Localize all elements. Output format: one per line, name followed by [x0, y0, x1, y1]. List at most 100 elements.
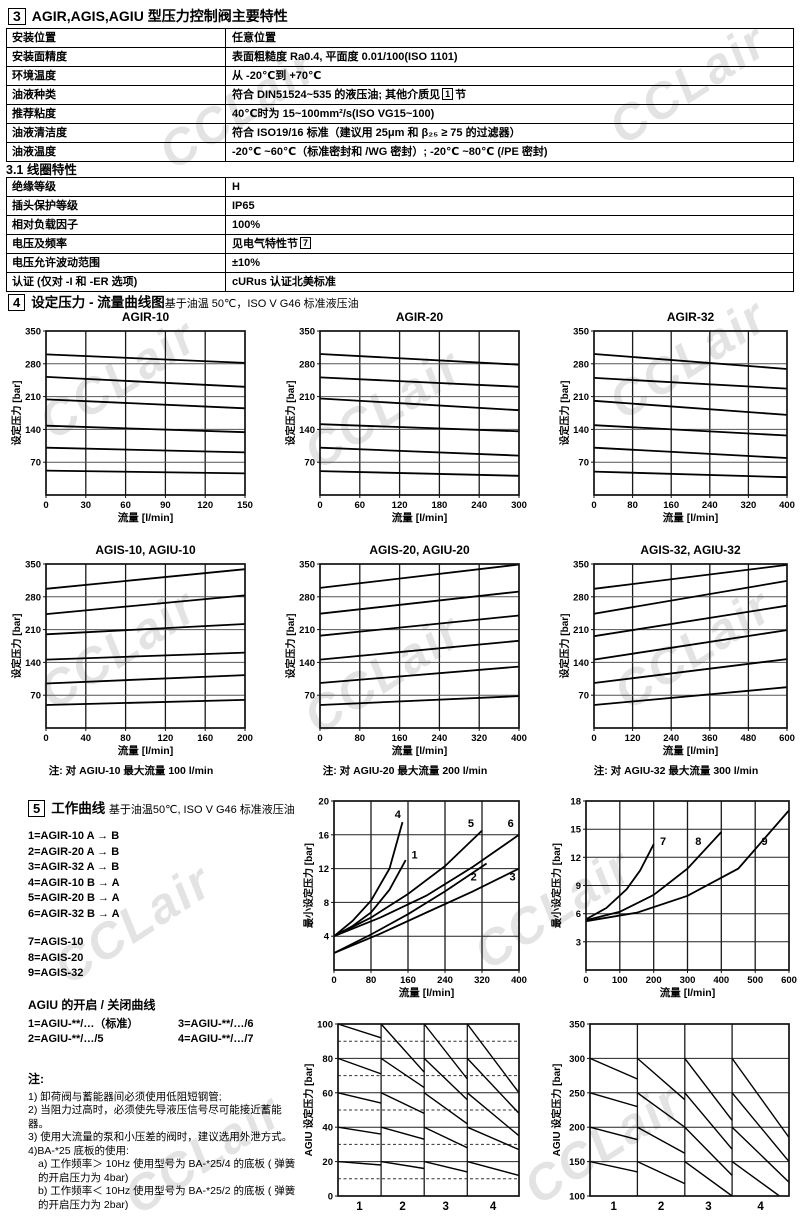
svg-text:90: 90 — [160, 500, 171, 511]
legend-item: 9=AGIS-32 — [28, 967, 84, 979]
chart-canvas: 0 80 160 240 320 400 70 140 210 280 350 流量 [l/min] 设… — [284, 560, 527, 758]
chart-note: 注: 对 AGIU-20 最大流量 200 l/min — [322, 765, 488, 777]
svg-text:210: 210 — [299, 625, 315, 636]
note-line: a) 工作频率＞ 10Hz 使用型号为 BA-*25/4 的底板 ( 弹簧的开启… — [38, 1158, 296, 1184]
section4-heading: 4 设定压力 - 流量曲线图基于油温 50℃，ISO V G46 标准液压油 — [8, 291, 359, 311]
chart-canvas: 0 30 60 90 120 150 70 140 210 280 350 流量 [l/min] 设定压… — [10, 327, 253, 525]
svg-text:70: 70 — [30, 691, 41, 702]
section4-number: 4 — [8, 294, 26, 311]
coil-characteristics-table: 绝缘等级 H 插头保护等级 IP65 相对负载因子 100% 电压及频率 见电气… — [6, 177, 794, 292]
svg-text:9: 9 — [762, 836, 768, 848]
table-row: 电压允许波动范围 ±10% — [7, 253, 793, 272]
legend-item: 8=AGIS-20 — [28, 951, 84, 964]
svg-text:12: 12 — [570, 853, 581, 864]
svg-text:80: 80 — [120, 733, 131, 744]
svg-text:20: 20 — [322, 1157, 333, 1168]
value-text: 40℃时为 15~100mm²/s(ISO VG15~100) — [232, 108, 435, 120]
legend-item: 2=AGIR-20 A → B — [28, 845, 120, 858]
chart-canvas: 0 60 120 180 240 300 70 140 210 280 350 流量 [l/min] 设… — [284, 327, 527, 525]
note-line: 3) 使用大流量的泵和小压差的阀时，建议选用外泄方式。 — [28, 1131, 293, 1143]
agiu-legend-col2: 3=AGIU-**/…/6 4=AGIU-**/…/7 — [178, 1017, 298, 1048]
svg-text:0: 0 — [583, 975, 588, 986]
row-value: cURus 认证北美标准 — [226, 273, 793, 291]
svg-text:320: 320 — [474, 975, 490, 986]
chart-min-setting-pressure-agis: 0 100 200 300 400 500 600 3 6 9 12 15 18 7 8 9 流量 [l/min… — [548, 795, 798, 1005]
row-label: 安装面精度 — [7, 48, 226, 66]
chart-canvas: 0 80 160 240 320 400 70 140 210 280 350 流量 [l/min] 设… — [558, 327, 795, 525]
row-value: ±10% — [226, 254, 793, 272]
svg-text:300: 300 — [511, 500, 527, 511]
section5-title: 工作曲线 — [51, 801, 106, 816]
svg-text:20: 20 — [318, 797, 329, 808]
svg-text:80: 80 — [355, 733, 366, 744]
svg-text:0: 0 — [317, 733, 322, 744]
svg-text:140: 140 — [25, 658, 41, 669]
row-value: 40℃时为 15~100mm²/s(ISO VG15~100) — [226, 105, 793, 123]
row-label: 电压允许波动范围 — [7, 254, 226, 272]
svg-text:30: 30 — [81, 500, 92, 511]
legend-item: 3=AGIU-**/…/6 — [178, 1017, 254, 1030]
svg-text:180: 180 — [431, 500, 447, 511]
svg-text:320: 320 — [740, 500, 756, 511]
svg-text:600: 600 — [781, 975, 797, 986]
svg-text:流量 [l/min]: 流量 [l/min] — [660, 986, 715, 999]
table-row: 安装面精度 表面粗糙度 Ra0.4, 平面度 0.01/100(ISO 1101… — [7, 47, 793, 66]
note-line: 2) 当阻力过高时，必须使先导液压信号尽可能接近蓄能器。 — [28, 1104, 282, 1130]
table-row: 安装位置 任意位置 — [7, 29, 793, 47]
legend-item: 6=AGIR-32 B → A — [28, 907, 120, 920]
chart-agis-32-agiu-32: AGIS-32, AGIU-32 0 120 240 360 480 600 70 140 210… — [556, 543, 796, 778]
chart-agir-32: AGIR-32 0 80 160 240 320 400 70 140 210 280 350 流量 [… — [556, 310, 796, 530]
chart-title: AGIR-20 — [395, 310, 444, 324]
table-row: 电压及频率 见电气特性节 7 — [7, 234, 793, 253]
svg-text:600: 600 — [779, 733, 795, 744]
svg-text:2: 2 — [399, 1201, 405, 1213]
svg-text:设定压力 [bar]: 设定压力 [bar] — [284, 614, 297, 679]
chart-agis-10-agiu-10: AGIS-10, AGIU-10 0 40 80 120 160 200 70 140 210 28… — [8, 543, 254, 778]
section5-subtitle: 基于油温50℃, ISO V G46 标准液压油 — [108, 804, 295, 816]
svg-text:480: 480 — [740, 733, 756, 744]
chart-agiu-setting-pressure-high: 1 2 3 4 100 150 200 250 300 350 AGIU 设定压力 [bar] — [548, 1018, 798, 1223]
svg-text:240: 240 — [431, 733, 447, 744]
table-row: 油液种类 符合 DIN51524~535 的液压油; 其他介质见 1 节 — [7, 85, 793, 104]
svg-text:6: 6 — [508, 818, 514, 830]
svg-text:60: 60 — [322, 1088, 333, 1099]
chart-agir-20: AGIR-20 0 60 120 180 240 300 70 140 210 280 350 流量 [… — [282, 310, 528, 530]
chart-min-setting-pressure-agir: 0 80 160 240 320 400 4 8 12 16 20 4 1 5 6 2 3 流量 [l/min] 最… — [300, 795, 528, 1005]
section3-title: AGIR,AGIS,AGIU 型压力控制阀主要特性 — [31, 8, 288, 24]
svg-text:最小设定压力 [bar]: 最小设定压力 [bar] — [302, 843, 315, 928]
agiu-legend-columns: 1=AGIU-**/…（标准） 2=AGIU-**/…/5 3=AGIU-**/…… — [28, 1017, 300, 1048]
chart-canvas: 0 100 200 300 400 500 600 3 6 9 12 15 18 7 8 9 流量 [l/min… — [550, 797, 797, 1000]
row-value: 见电气特性节 7 — [226, 235, 793, 253]
svg-text:设定压力 [bar]: 设定压力 [bar] — [284, 381, 297, 446]
svg-text:100: 100 — [317, 1020, 333, 1031]
svg-text:4: 4 — [757, 1201, 764, 1213]
svg-text:280: 280 — [299, 359, 315, 370]
table-row: 推荐粘度 40℃时为 15~100mm²/s(ISO VG15~100) — [7, 104, 793, 123]
chart-title: AGIS-10, AGIU-10 — [95, 543, 196, 557]
row-label: 油液种类 — [7, 86, 226, 104]
chart-agir-10: AGIR-10 0 30 60 90 120 150 70 140 210 280 350 流量 [l/… — [8, 310, 254, 530]
value-text: 从 -20℃到 +70℃ — [232, 70, 322, 82]
svg-text:120: 120 — [197, 500, 213, 511]
row-value: 符合 DIN51524~535 的液压油; 其他介质见 1 节 — [226, 86, 793, 104]
svg-text:0: 0 — [591, 500, 596, 511]
svg-text:140: 140 — [573, 425, 589, 436]
svg-text:3: 3 — [509, 871, 515, 883]
svg-text:210: 210 — [25, 625, 41, 636]
value-text: 符合 ISO19/16 标准（建议用 25μm 和 β₂₅ ≥ 75 的过滤器） — [232, 127, 521, 139]
svg-text:60: 60 — [355, 500, 366, 511]
notes-title: 注: — [28, 1071, 44, 1086]
chart-canvas: 0 80 160 240 320 400 4 8 12 16 20 4 1 5 6 2 3 流量 [l/min] 最… — [302, 797, 527, 1000]
svg-text:350: 350 — [569, 1020, 585, 1031]
value-text: cURus 认证北美标准 — [232, 276, 336, 288]
value-text-post: 节 — [455, 89, 467, 101]
svg-text:160: 160 — [392, 733, 408, 744]
svg-text:240: 240 — [702, 500, 718, 511]
svg-text:360: 360 — [702, 733, 718, 744]
svg-text:240: 240 — [663, 733, 679, 744]
value-text-pre: 符合 DIN51524~535 的液压油; 其他介质见 — [232, 89, 441, 101]
value-text: 表面粗糙度 Ra0.4, 平面度 0.01/100(ISO 1101) — [232, 51, 458, 63]
svg-text:0: 0 — [317, 500, 322, 511]
svg-text:350: 350 — [573, 560, 589, 571]
